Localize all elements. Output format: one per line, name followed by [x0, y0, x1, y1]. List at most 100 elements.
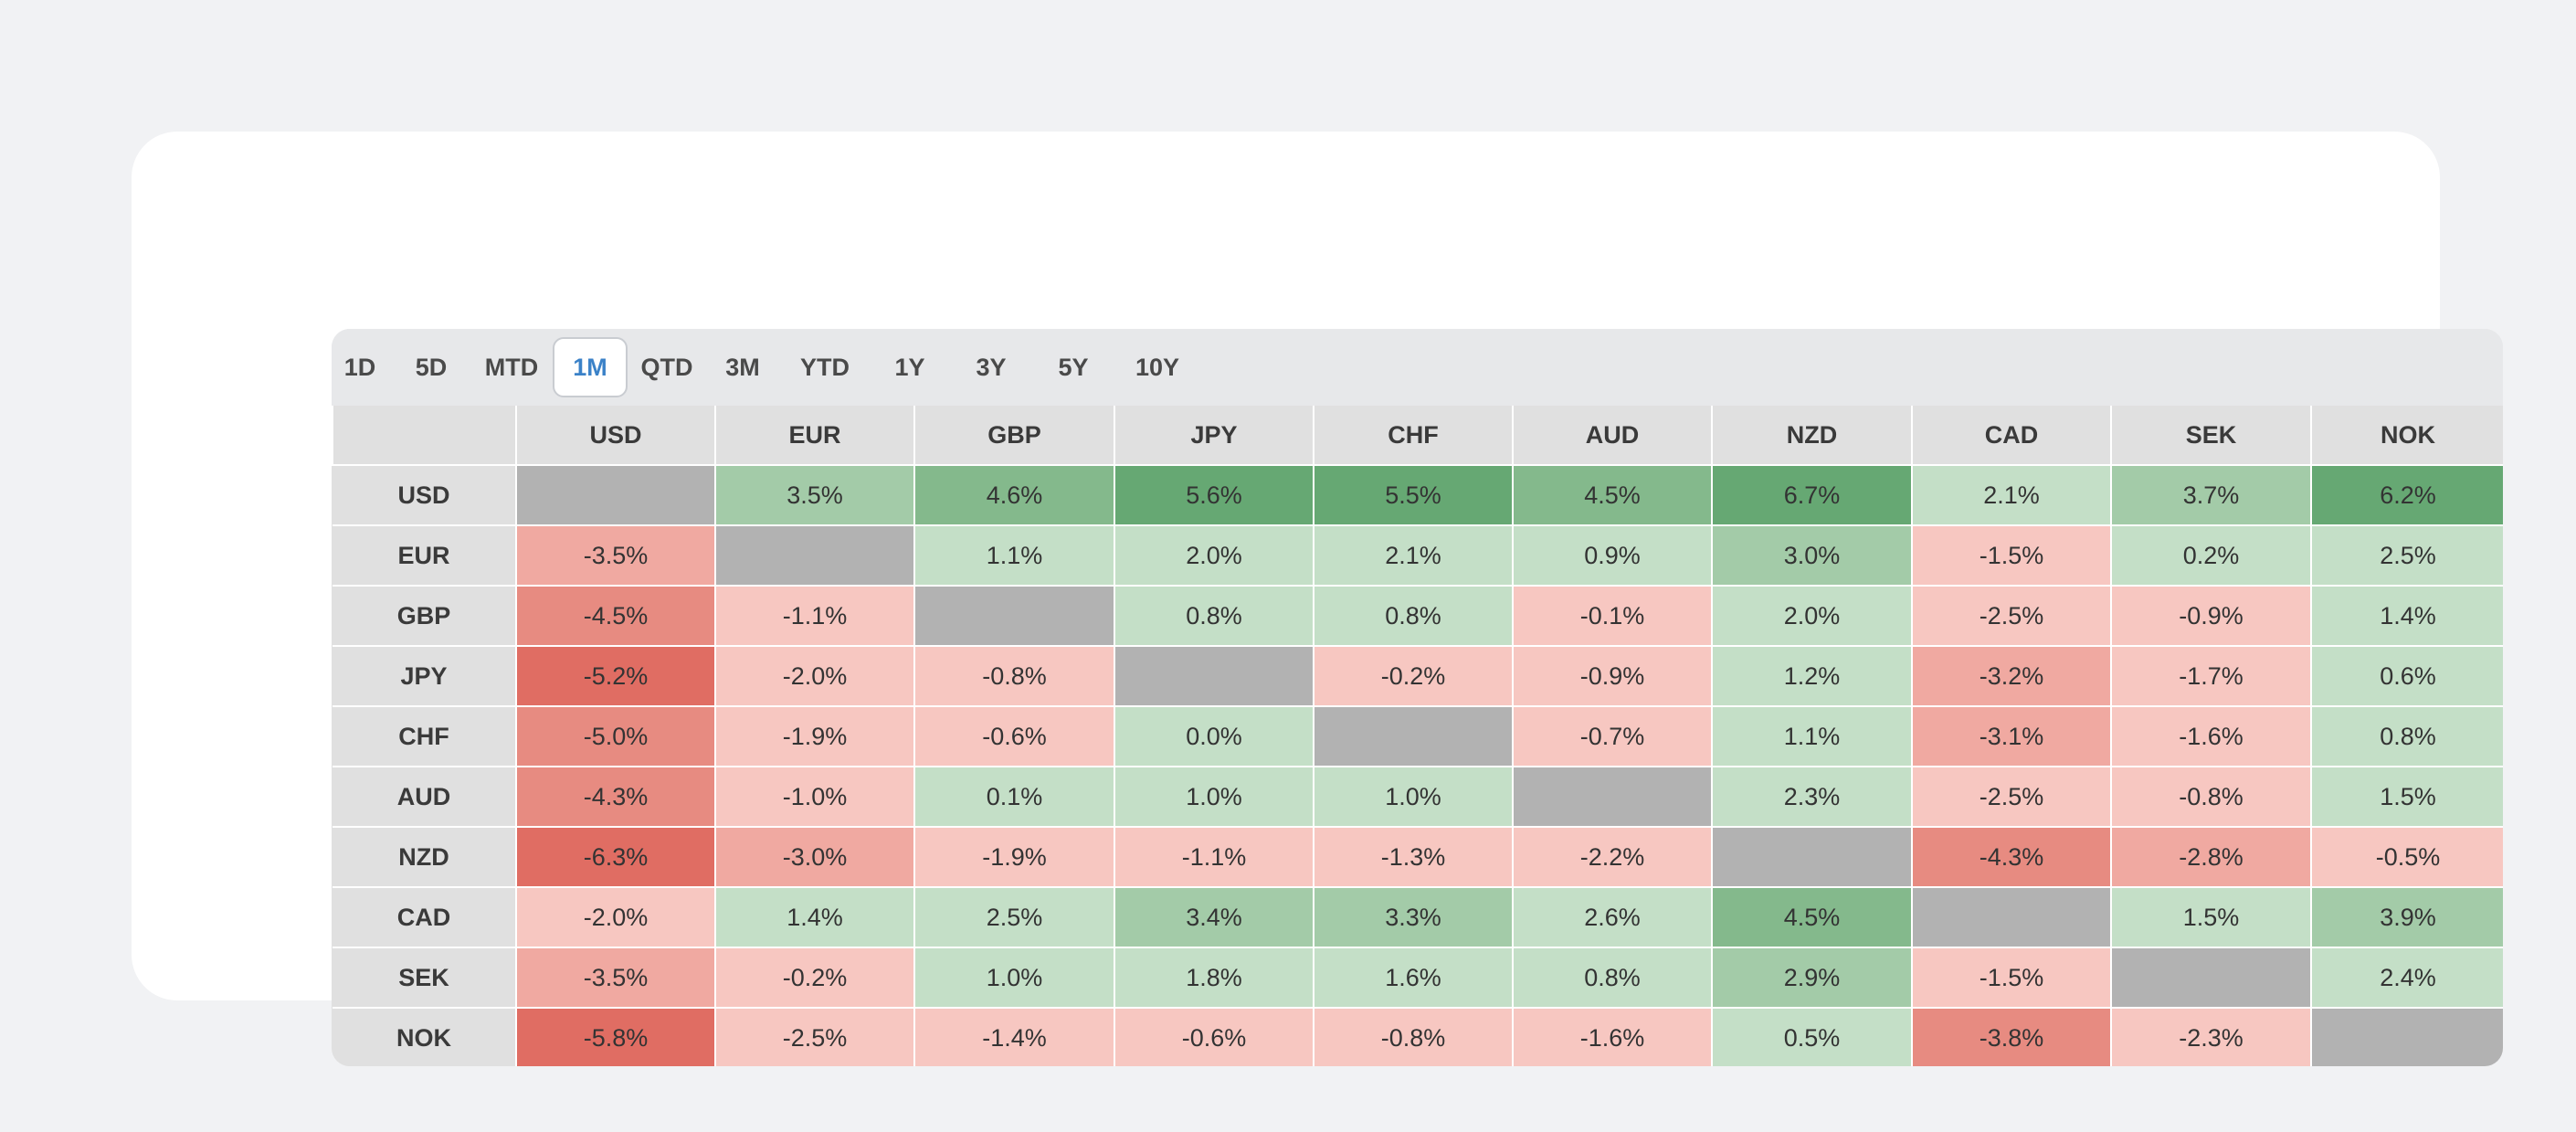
- cell-usd-nzd: 6.7%: [1711, 464, 1913, 526]
- matrix-row-chf: CHF -5.0% -1.9% -0.6% 0.0% -0.7% 1.1% -3.1% -1.6…: [333, 705, 2503, 767]
- cell-nok-cad: -3.8%: [1911, 1007, 2112, 1066]
- column-header-nok: NOK: [2310, 406, 2503, 466]
- cell-chf-aud: -0.7%: [1512, 705, 1713, 767]
- cell-aud-usd: -4.3%: [515, 766, 716, 828]
- column-header-cad: CAD: [1911, 406, 2112, 466]
- cell-aud-nzd: 2.3%: [1711, 766, 1913, 828]
- cell-aud-nok: 1.5%: [2310, 766, 2503, 828]
- cell-aud-chf: 1.0%: [1313, 766, 1514, 828]
- cell-nok-gbp: -1.4%: [913, 1007, 1115, 1066]
- cell-gbp-nok: 1.4%: [2310, 585, 2503, 647]
- cell-nzd-chf: -1.3%: [1313, 826, 1514, 888]
- row-header-nzd: NZD: [333, 826, 517, 888]
- cell-jpy-gbp: -0.8%: [913, 645, 1115, 707]
- matrix-row-nok: NOK -5.8% -2.5% -1.4% -0.6% -0.8% -1.6% 0.5% -3.…: [333, 1007, 2503, 1066]
- cell-jpy-sek: -1.7%: [2110, 645, 2312, 707]
- cell-jpy-aud: -0.9%: [1512, 645, 1713, 707]
- cell-sek-cad: -1.5%: [1911, 947, 2112, 1009]
- tab-1y[interactable]: 1Y: [894, 353, 925, 381]
- matrix-row-aud: AUD -4.3% -1.0% 0.1% 1.0% 1.0% 2.3% -2.5% -0.8% 1…: [333, 766, 2503, 828]
- cell-nzd-gbp: -1.9%: [913, 826, 1115, 888]
- matrix-row-sek: SEK -3.5% -0.2% 1.0% 1.8% 1.6% 0.8% 2.9% -1.5% 2.…: [333, 947, 2503, 1009]
- column-header-nzd: NZD: [1711, 406, 1913, 466]
- cell-eur-nok: 2.5%: [2310, 524, 2503, 587]
- cell-usd-aud: 4.5%: [1512, 464, 1713, 526]
- tab-10y[interactable]: 10Y: [1135, 353, 1180, 381]
- diagonal-cell: [1114, 645, 1314, 707]
- cell-nzd-aud: -2.2%: [1512, 826, 1713, 888]
- column-header-usd: USD: [515, 406, 716, 466]
- cell-cad-usd: -2.0%: [515, 886, 716, 948]
- column-header-aud: AUD: [1512, 406, 1713, 466]
- matrix-row-cad: CAD -2.0% 1.4% 2.5% 3.4% 3.3% 2.6% 4.5% 1.5% 3.9%: [333, 886, 2503, 948]
- cell-nzd-jpy: -1.1%: [1114, 826, 1314, 888]
- currency-strength-matrix: USD EUR GBP JPY CHF AUD NZD CAD SEK NOK USD 3.5% 4.…: [332, 406, 2503, 1066]
- row-header-sek: SEK: [333, 947, 517, 1009]
- cell-gbp-nzd: 2.0%: [1711, 585, 1913, 647]
- cell-eur-sek: 0.2%: [2110, 524, 2312, 587]
- cell-usd-eur: 3.5%: [714, 464, 915, 526]
- cell-jpy-usd: -5.2%: [515, 645, 716, 707]
- cell-jpy-cad: -3.2%: [1911, 645, 2112, 707]
- cell-sek-jpy: 1.8%: [1114, 947, 1314, 1009]
- diagonal-cell: [2110, 947, 2312, 1009]
- diagonal-cell: [515, 464, 716, 526]
- tab-ytd[interactable]: YTD: [800, 353, 850, 381]
- tab-mtd[interactable]: MTD: [484, 353, 539, 381]
- cell-gbp-jpy: 0.8%: [1114, 585, 1314, 647]
- tab-5y[interactable]: 5Y: [1058, 353, 1089, 381]
- row-header-jpy: JPY: [333, 645, 517, 707]
- cell-eur-nzd: 3.0%: [1711, 524, 1913, 587]
- tab-qtd[interactable]: QTD: [640, 353, 693, 381]
- cell-usd-gbp: 4.6%: [913, 464, 1115, 526]
- matrix-row-jpy: JPY -5.2% -2.0% -0.8% -0.2% -0.9% 1.2% -3.2% -1.…: [333, 645, 2503, 707]
- cell-usd-cad: 2.1%: [1911, 464, 2112, 526]
- cell-cad-jpy: 3.4%: [1114, 886, 1314, 948]
- cell-usd-jpy: 5.6%: [1114, 464, 1314, 526]
- column-header-sek: SEK: [2110, 406, 2312, 466]
- header-row: USD EUR GBP JPY CHF AUD NZD CAD SEK NOK: [332, 406, 2503, 466]
- tab-3y[interactable]: 3Y: [976, 353, 1007, 381]
- tab-3m[interactable]: 3M: [725, 353, 760, 381]
- cell-chf-nok: 0.8%: [2310, 705, 2503, 767]
- cell-jpy-nzd: 1.2%: [1711, 645, 1913, 707]
- cell-nok-usd: -5.8%: [515, 1007, 716, 1066]
- row-header-cad: CAD: [333, 886, 517, 948]
- cell-nok-aud: -1.6%: [1512, 1007, 1713, 1066]
- column-header-eur: EUR: [714, 406, 915, 466]
- tab-1m[interactable]: 1M: [553, 337, 628, 397]
- cell-sek-gbp: 1.0%: [913, 947, 1115, 1009]
- cell-sek-usd: -3.5%: [515, 947, 716, 1009]
- cell-nzd-usd: -6.3%: [515, 826, 716, 888]
- cell-nok-eur: -2.5%: [714, 1007, 915, 1066]
- column-header-jpy: JPY: [1114, 406, 1314, 466]
- matrix-row-usd: USD 3.5% 4.6% 5.6% 5.5% 4.5% 6.7% 2.1% 3.7% 6.2%: [333, 464, 2503, 526]
- currency-heatmap-widget: 1D 5D MTD 1M QTD 3M YTD 1Y 3Y 5Y 10Y USD EUR GBP JPY C…: [332, 329, 2503, 1066]
- tab-5d[interactable]: 5D: [415, 353, 448, 381]
- cell-chf-eur: -1.9%: [714, 705, 915, 767]
- tab-1d[interactable]: 1D: [343, 353, 376, 381]
- cell-chf-usd: -5.0%: [515, 705, 716, 767]
- cell-usd-nok: 6.2%: [2310, 464, 2503, 526]
- cell-aud-gbp: 0.1%: [913, 766, 1115, 828]
- cell-usd-sek: 3.7%: [2110, 464, 2312, 526]
- row-header-chf: CHF: [333, 705, 517, 767]
- cell-eur-gbp: 1.1%: [913, 524, 1115, 587]
- row-header-gbp: GBP: [333, 585, 517, 647]
- cell-eur-usd: -3.5%: [515, 524, 716, 587]
- row-header-eur: EUR: [333, 524, 517, 587]
- content-card: 1D 5D MTD 1M QTD 3M YTD 1Y 3Y 5Y 10Y USD EUR GBP JPY C…: [132, 132, 2503, 1066]
- cell-cad-sek: 1.5%: [2110, 886, 2312, 948]
- diagonal-cell: [1711, 826, 1913, 888]
- matrix-row-nzd: NZD -6.3% -3.0% -1.9% -1.1% -1.3% -2.2% -4.3% -2…: [333, 826, 2503, 888]
- cell-gbp-aud: -0.1%: [1512, 585, 1713, 647]
- cell-chf-jpy: 0.0%: [1114, 705, 1314, 767]
- cell-gbp-eur: -1.1%: [714, 585, 915, 647]
- diagonal-cell: [714, 524, 915, 587]
- cell-aud-cad: -2.5%: [1911, 766, 2112, 828]
- cell-nok-jpy: -0.6%: [1114, 1007, 1314, 1066]
- cell-eur-chf: 2.1%: [1313, 524, 1514, 587]
- column-header-gbp: GBP: [913, 406, 1115, 466]
- cell-eur-aud: 0.9%: [1512, 524, 1713, 587]
- cell-nzd-eur: -3.0%: [714, 826, 915, 888]
